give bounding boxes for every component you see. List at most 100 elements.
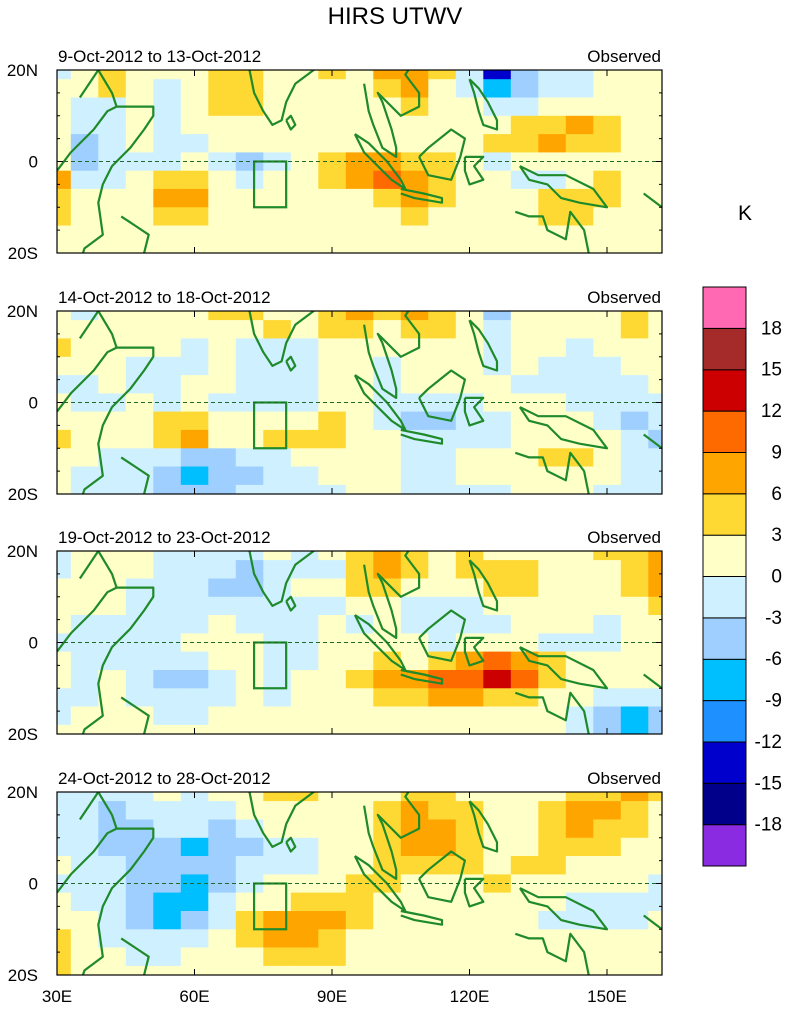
anomaly-cell <box>153 97 182 117</box>
anomaly-cell <box>593 670 622 689</box>
anomaly-cell <box>538 596 567 616</box>
anomaly-cell <box>455 706 484 726</box>
lon-tick-label: 120E <box>450 987 490 1006</box>
lat-tick-label: 0 <box>29 634 38 653</box>
anomaly-cell <box>373 837 402 857</box>
anomaly-cell <box>455 170 484 190</box>
anomaly-cell <box>510 188 539 208</box>
anomaly-cell <box>648 651 662 671</box>
anomaly-cell <box>70 874 99 894</box>
anomaly-cell <box>373 188 402 208</box>
anomaly-cell <box>400 551 429 561</box>
anomaly-cell <box>98 929 127 949</box>
anomaly-cell <box>483 393 512 413</box>
coastline <box>518 406 609 450</box>
anomaly-cell <box>57 466 72 486</box>
lat-tick-label: 0 <box>29 875 38 894</box>
anomaly-cell <box>125 724 154 734</box>
coastline <box>78 792 118 829</box>
coastline <box>418 609 466 662</box>
panel-date-range: 24-Oct-2012 to 28-Oct-2012 <box>58 769 271 788</box>
colorbar: -18 -15 -12 -9 -6 -3 0 3 6 9 12 15 18 <box>702 286 782 867</box>
anomaly-cell <box>70 115 99 135</box>
anomaly-cell <box>263 560 292 579</box>
anomaly-cell <box>57 115 72 135</box>
anomaly-cell <box>208 429 237 449</box>
lat-tick-label: 20N <box>7 302 38 321</box>
anomaly-cell <box>648 688 662 708</box>
anomaly-cell <box>510 411 539 431</box>
anomaly-cell <box>263 243 292 253</box>
anomaly-cell <box>345 429 374 449</box>
colorbar-level-label: -3 <box>765 608 782 629</box>
anomaly-cell <box>345 356 374 376</box>
anomaly-cell <box>483 688 512 708</box>
colorbar-swatch <box>702 369 747 412</box>
anomaly-cell <box>180 706 209 726</box>
anomaly-cell <box>648 207 662 227</box>
figure-title: HIRS UTWV <box>328 3 463 30</box>
anomaly-cell <box>345 448 374 468</box>
anomaly-cell <box>565 97 594 117</box>
anomaly-cell <box>345 225 374 245</box>
anomaly-cell <box>263 706 292 726</box>
anomaly-cell <box>428 651 457 671</box>
coastline <box>78 70 118 107</box>
anomaly-cell <box>98 152 127 172</box>
anomaly-cell <box>235 856 264 875</box>
map-panel: 20N 0 20S 19-Oct-2012 to 23-Oct-2012 Observe… <box>7 528 663 744</box>
anomaly-cell <box>620 207 649 227</box>
anomaly-cell <box>483 429 512 449</box>
anomaly-cell <box>565 115 594 135</box>
anomaly-cell <box>290 578 319 598</box>
anomaly-cell <box>620 551 649 561</box>
anomaly-cell <box>208 892 237 912</box>
anomaly-cell <box>373 243 402 253</box>
anomaly-cell <box>455 207 484 227</box>
anomaly-cell <box>510 466 539 486</box>
anomaly-cell <box>455 801 484 820</box>
coastline <box>363 792 421 880</box>
anomaly-cell <box>593 578 622 598</box>
anomaly-cell <box>648 792 662 802</box>
anomaly-cell <box>648 670 662 689</box>
anomaly-cell <box>565 633 594 653</box>
anomaly-cell <box>208 79 237 99</box>
anomaly-cell <box>510 801 539 820</box>
panel-source-label: Observed <box>587 47 661 66</box>
lon-tick-label: 60E <box>179 987 209 1006</box>
anomaly-cell <box>428 856 457 875</box>
anomaly-cell <box>180 115 209 135</box>
anomaly-cell <box>483 448 512 468</box>
anomaly-cell <box>565 375 594 394</box>
anomaly-cell <box>648 837 662 857</box>
anomaly-cell <box>593 170 622 190</box>
anomaly-cell <box>400 724 429 734</box>
anomaly-cell <box>153 152 182 172</box>
anomaly-cell <box>428 134 457 153</box>
colorbar-swatch <box>702 782 747 826</box>
anomaly-cell <box>57 965 72 975</box>
anomaly-cell <box>648 79 662 99</box>
anomaly-cell <box>538 466 567 486</box>
anomaly-cell <box>648 911 662 930</box>
anomaly-cell <box>565 596 594 616</box>
anomaly-cell <box>538 911 567 930</box>
anomaly-cell <box>208 411 237 431</box>
anomaly-cell <box>373 670 402 689</box>
anomaly-cell <box>180 560 209 579</box>
anomaly-cell <box>400 207 429 227</box>
anomaly-cell <box>57 929 72 949</box>
anomaly-cell <box>180 929 209 949</box>
anomaly-cell <box>208 551 237 561</box>
anomaly-cell <box>483 79 512 99</box>
anomaly-cell <box>125 560 154 579</box>
anomaly-cell <box>483 466 512 486</box>
anomaly-cell <box>510 947 539 967</box>
anomaly-cell <box>70 792 99 802</box>
anomaly-cell <box>428 724 457 734</box>
anomaly-cell <box>648 411 662 431</box>
anomaly-cell <box>180 947 209 967</box>
anomaly-cell <box>318 411 347 431</box>
anomaly-cell <box>57 615 72 634</box>
